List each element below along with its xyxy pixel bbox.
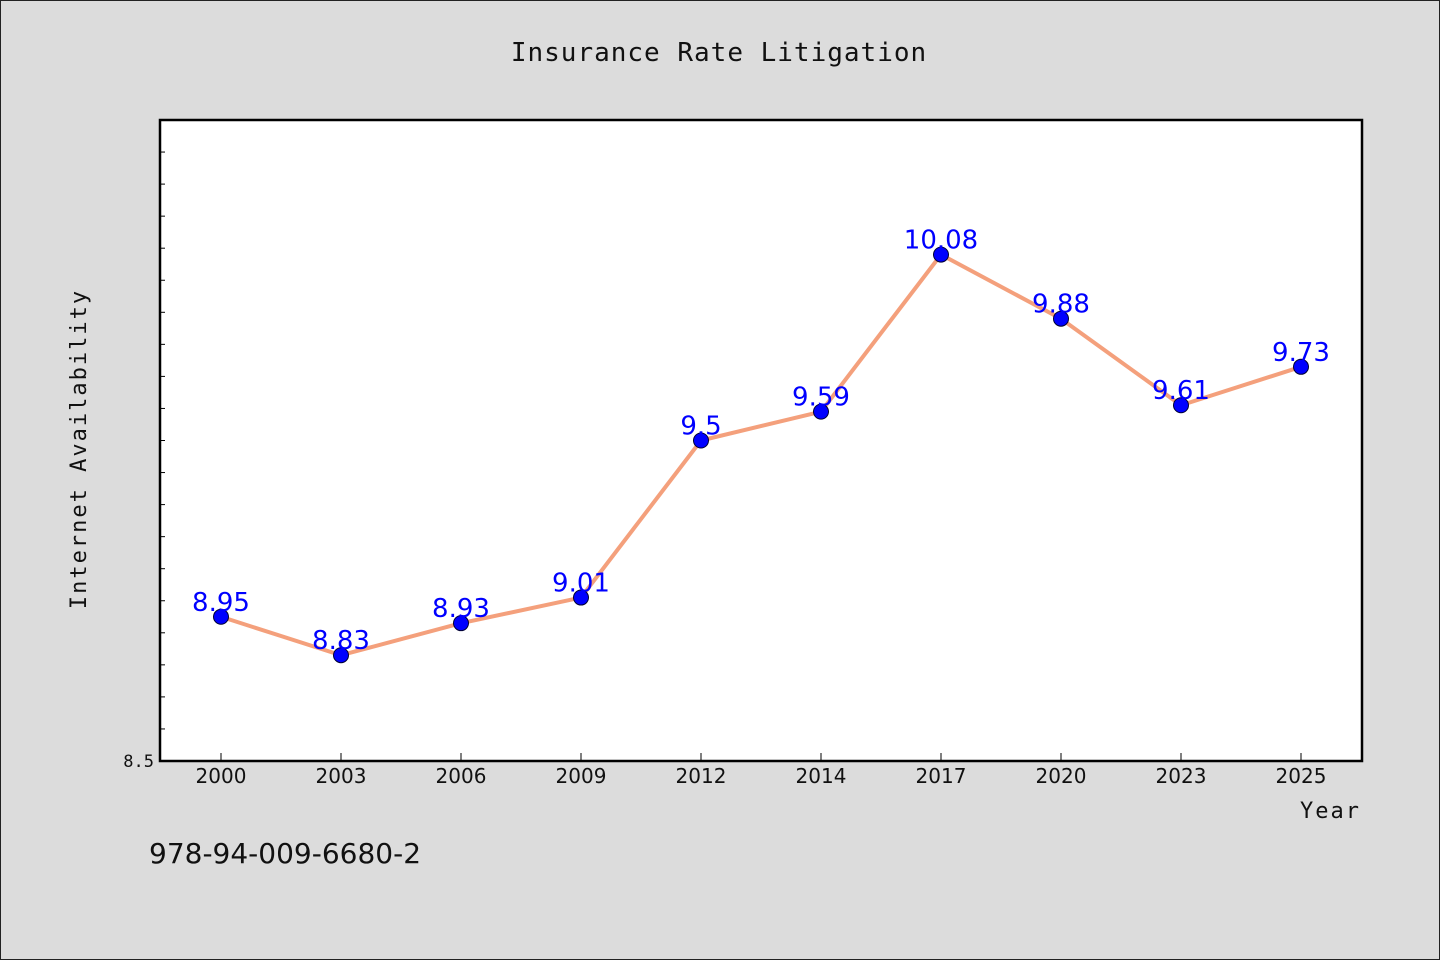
data-label: 8.95 — [192, 588, 250, 618]
data-point — [453, 615, 469, 632]
data-label: 9.88 — [1032, 290, 1090, 320]
data-label: 9.59 — [792, 383, 850, 413]
x-tick-label: 2020 — [1036, 764, 1087, 788]
x-tick-label: 2017 — [916, 764, 967, 788]
series-line — [220, 252, 1302, 658]
plot-area — [158, 118, 1364, 763]
data-point — [1173, 397, 1189, 414]
x-tick-label: 2023 — [1156, 764, 1207, 788]
data-markers — [213, 246, 1309, 664]
x-tick-label: 2003 — [316, 764, 367, 788]
data-point — [573, 589, 589, 606]
data-label: 9.01 — [552, 569, 610, 599]
data-label: 10.08 — [904, 226, 978, 256]
data-point — [1053, 310, 1069, 327]
x-ticks: 2000 2003 2006 2009 2012 2014 2017 2020 2023 2025 — [196, 753, 1327, 788]
data-point — [933, 246, 949, 263]
isbn-text: 978-94-009-6680-2 — [149, 837, 421, 870]
x-tick-label: 2000 — [196, 764, 247, 788]
data-label: 8.83 — [312, 626, 370, 656]
data-point — [333, 647, 349, 664]
chart-title: Insurance Rate Litigation — [511, 38, 927, 68]
data-label: 9.73 — [1272, 338, 1330, 368]
x-tick-label: 2006 — [436, 764, 487, 788]
x-tick-label: 2014 — [796, 764, 847, 788]
x-tick-label: 2009 — [556, 764, 607, 788]
x-tick-label: 2012 — [676, 764, 727, 788]
data-point — [693, 432, 709, 449]
data-point — [813, 403, 829, 420]
data-label: 9.5 — [680, 412, 721, 442]
x-axis-label: Year — [1300, 799, 1361, 824]
data-point — [213, 608, 229, 625]
x-tick-label: 2025 — [1276, 764, 1327, 788]
data-label: 8.93 — [432, 594, 490, 624]
y-axis-label: Internet Availability — [67, 289, 92, 609]
data-point — [1293, 358, 1309, 375]
y-ticks: 8.5 — [123, 151, 165, 772]
y-tick-label: 8.5 — [123, 752, 154, 772]
data-label: 9.61 — [1152, 376, 1210, 406]
data-labels: 8.95 8.83 8.93 9.01 9.5 9.59 10.08 9.88 9.61 9.73 — [192, 226, 1330, 657]
